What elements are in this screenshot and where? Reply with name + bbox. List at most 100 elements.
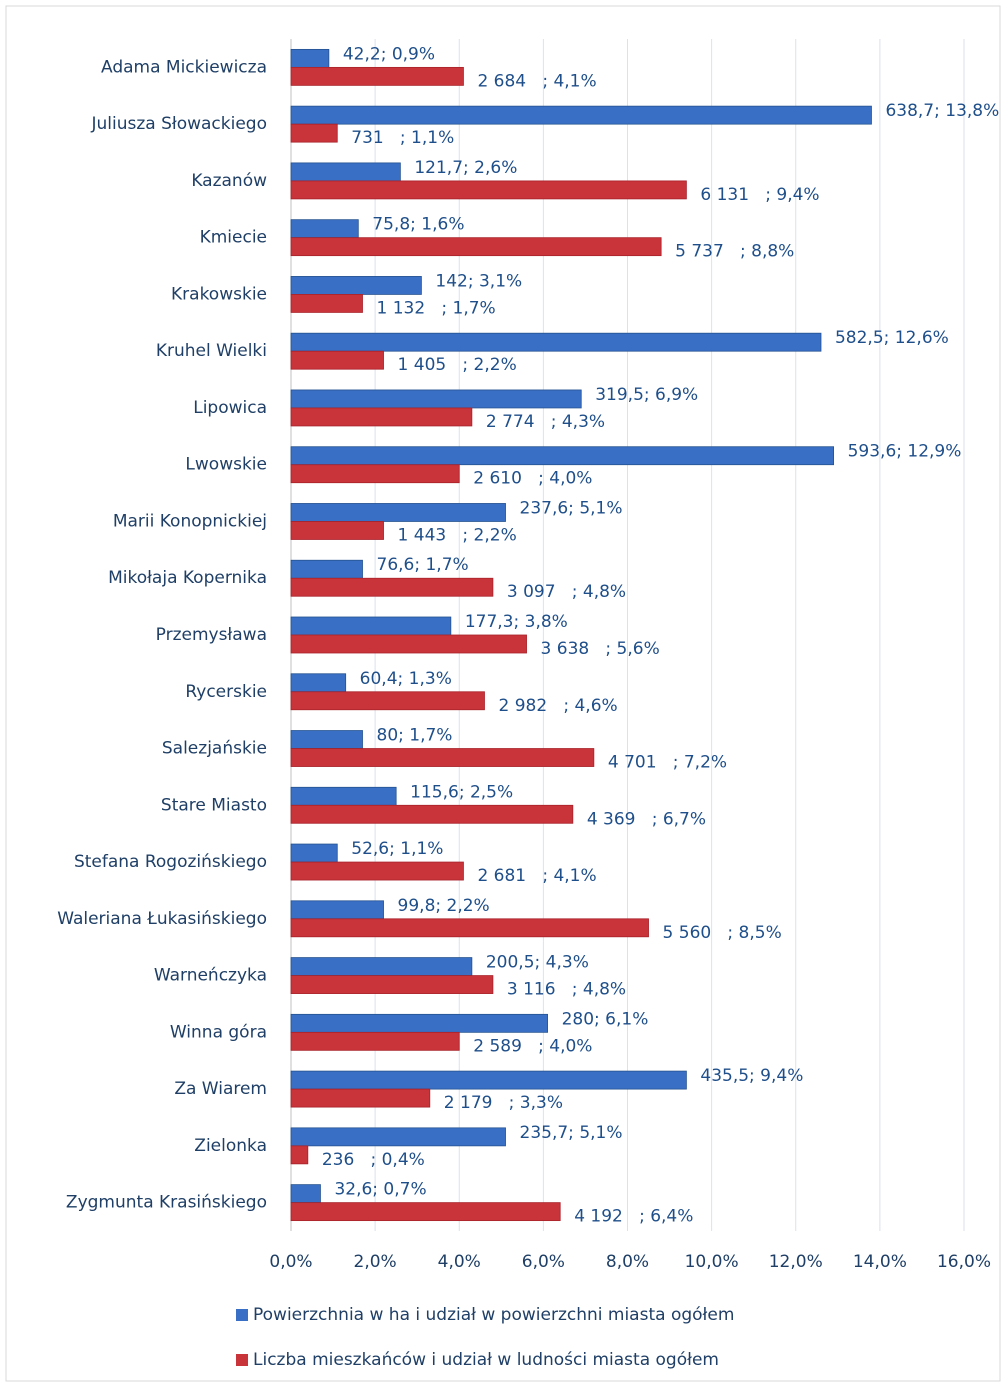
data-label: 1 443 ; 2,2% xyxy=(398,525,517,545)
y-tick-label: Kazanów xyxy=(191,171,267,191)
y-tick-label: Kruhel Wielki xyxy=(156,341,267,361)
legend-label: Liczba mieszkańców i udział w ludności m… xyxy=(253,1350,719,1370)
bar xyxy=(290,180,687,200)
y-tick-label: Mikołaja Kopernika xyxy=(108,568,267,588)
bar xyxy=(290,691,485,711)
y-tick-label: Warneńczyka xyxy=(154,966,267,986)
legend-swatch xyxy=(236,1354,248,1366)
data-label: 582,5; 12,6% xyxy=(835,328,949,348)
bar xyxy=(290,861,464,881)
bar xyxy=(290,123,338,143)
bar xyxy=(290,503,506,522)
x-tick-label: 4,0% xyxy=(438,1252,481,1272)
y-tick-label: Rycerskie xyxy=(185,682,267,702)
data-label: 593,6; 12,9% xyxy=(848,442,962,462)
data-label: 6 131 ; 9,4% xyxy=(700,185,819,205)
data-label: 76,6; 1,7% xyxy=(377,555,469,575)
data-label: 2 684 ; 4,1% xyxy=(477,71,596,91)
y-tick-label: Marii Konopnickiej xyxy=(113,511,267,531)
y-tick-label: Stefana Rogozińskiego xyxy=(74,852,267,872)
data-label: 3 638 ; 5,6% xyxy=(541,639,660,659)
data-label: 3 116 ; 4,8% xyxy=(507,980,626,1000)
data-label: 2 589 ; 4,0% xyxy=(473,1036,592,1056)
y-tick-label: Stare Miasto xyxy=(161,795,267,815)
bar xyxy=(290,957,473,976)
bar xyxy=(290,900,384,920)
bar xyxy=(290,350,384,370)
data-label: 60,4; 1,3% xyxy=(360,669,452,689)
data-label: 42,2; 0,9% xyxy=(343,44,435,64)
data-label: 235,7; 5,1% xyxy=(520,1123,623,1143)
x-tick-label: 2,0% xyxy=(354,1252,397,1272)
bar xyxy=(290,276,422,295)
bar xyxy=(290,1013,548,1033)
legend-swatch xyxy=(236,1309,248,1321)
bar xyxy=(290,804,574,824)
bar xyxy=(290,407,473,427)
y-tick-label: Salezjańskie xyxy=(162,739,267,759)
y-tick-label: Waleriana Łukasińskiego xyxy=(57,909,267,929)
data-label: 80; 1,7% xyxy=(377,726,453,746)
y-tick-label: Winna góra xyxy=(170,1022,267,1042)
data-label: 280; 6,1% xyxy=(562,1009,649,1029)
data-label: 177,3; 3,8% xyxy=(465,612,568,632)
bar xyxy=(290,446,835,466)
data-label: 52,6; 1,1% xyxy=(351,839,443,859)
data-label: 115,6; 2,5% xyxy=(410,782,513,802)
bar xyxy=(290,162,401,182)
y-tick-label: Juliusza Słowackiego xyxy=(90,114,267,134)
y-tick-label: Zielonka xyxy=(194,1136,267,1156)
data-label: 2 774 ; 4,3% xyxy=(486,412,605,432)
bar xyxy=(290,1070,687,1090)
data-label: 1 405 ; 2,2% xyxy=(398,355,517,375)
data-label: 5 560 ; 8,5% xyxy=(663,923,782,943)
y-tick-label: Adama Mickiewicza xyxy=(101,57,267,77)
x-tick-label: 16,0% xyxy=(937,1252,991,1272)
bar xyxy=(290,1184,321,1204)
data-label: 121,7; 2,6% xyxy=(414,158,517,178)
bar xyxy=(290,1127,506,1147)
y-tick-label: Lwowskie xyxy=(185,455,267,475)
data-label: 1 132 ; 1,7% xyxy=(377,298,496,318)
bar xyxy=(290,918,649,938)
bar xyxy=(290,843,338,863)
y-tick-label: Za Wiarem xyxy=(174,1079,267,1099)
x-tick-label: 6,0% xyxy=(522,1252,565,1272)
data-label: 200,5; 4,3% xyxy=(486,953,589,973)
legend-label: Powierzchnia w ha i udział w powierzchni… xyxy=(253,1305,734,1325)
y-tick-label: Lipowica xyxy=(193,398,267,418)
bar xyxy=(290,389,582,409)
bar xyxy=(290,1088,431,1108)
bar xyxy=(290,730,363,749)
bar xyxy=(290,634,527,654)
chart-frame xyxy=(5,5,1001,1382)
data-label: 2 681 ; 4,1% xyxy=(477,866,596,886)
x-tick-label: 0,0% xyxy=(269,1252,312,1272)
data-label: 237,6; 5,1% xyxy=(520,498,623,518)
data-label: 4 701 ; 7,2% xyxy=(608,753,727,773)
data-label: 435,5; 9,4% xyxy=(700,1066,803,1086)
bar xyxy=(290,105,872,125)
x-tick-label: 14,0% xyxy=(853,1252,907,1272)
data-label: 2 982 ; 4,6% xyxy=(498,696,617,716)
x-tick-label: 10,0% xyxy=(685,1252,739,1272)
data-label: 32,6; 0,7% xyxy=(334,1180,426,1200)
bar xyxy=(290,1031,460,1051)
y-tick-label: Krakowskie xyxy=(171,284,267,304)
data-label: 236 ; 0,4% xyxy=(322,1150,425,1170)
bar xyxy=(290,48,330,68)
data-label: 75,8; 1,6% xyxy=(372,215,464,235)
bar xyxy=(290,975,494,994)
data-label: 4 369 ; 6,7% xyxy=(587,809,706,829)
data-label: 2 179 ; 3,3% xyxy=(444,1093,563,1113)
y-tick-label: Zygmunta Krasińskiego xyxy=(66,1193,267,1213)
bar xyxy=(290,616,452,636)
data-label: 638,7; 13,8% xyxy=(885,101,999,121)
data-label: 319,5; 6,9% xyxy=(595,385,698,405)
bar xyxy=(290,559,363,579)
x-tick-label: 8,0% xyxy=(606,1252,649,1272)
data-label: 99,8; 2,2% xyxy=(398,896,490,916)
data-label: 2 610 ; 4,0% xyxy=(473,469,592,489)
bar xyxy=(290,577,494,597)
